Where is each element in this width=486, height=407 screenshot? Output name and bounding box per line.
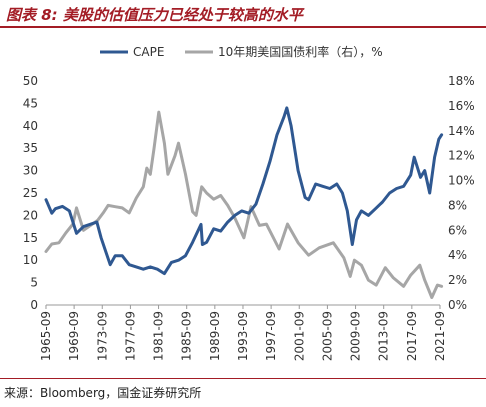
x-tick-label: 2021-09 [433, 311, 447, 361]
source-note: 来源：Bloomberg，国金证券研究所 [4, 384, 201, 401]
x-tick-label: 2013-09 [377, 311, 391, 361]
x-tick-label: 1997-09 [264, 311, 278, 361]
y-right-tick-label: 4% [448, 248, 467, 262]
y-left-tick-label: 50 [23, 74, 38, 88]
y-right-tick-label: 0% [448, 298, 467, 312]
x-tick-label: 2005-09 [320, 311, 334, 361]
y-left-tick-label: 5 [30, 276, 38, 290]
y-left-tick-label: 10 [23, 253, 38, 267]
x-tick-label: 1969-09 [67, 311, 81, 361]
source-divider [0, 378, 486, 379]
y-left-tick-label: 0 [30, 298, 38, 312]
y-right-tick-label: 10% [448, 174, 475, 188]
x-tick-label: 1981-09 [152, 311, 166, 361]
y-right-tick-label: 6% [448, 223, 467, 237]
legend-treasury-yield-label: 10年期美国国债利率（右），% [218, 44, 383, 59]
x-tick-label: 1965-09 [39, 311, 53, 361]
x-tick-label: 1973-09 [95, 311, 109, 361]
y-right-tick-label: 12% [448, 149, 475, 163]
cape-series-line [46, 108, 442, 274]
y-right-tick-label: 18% [448, 74, 475, 88]
y-right-tick-label: 14% [448, 124, 475, 138]
treasury-yield-series-line [46, 112, 442, 297]
y-right-tick-label: 16% [448, 99, 475, 113]
y-left-tick-label: 20 [23, 208, 38, 222]
y-left-tick-label: 40 [23, 119, 38, 133]
x-tick-label: 2017-09 [405, 311, 419, 361]
x-tick-label: 1985-09 [180, 311, 194, 361]
y-left-tick-label: 35 [23, 141, 38, 155]
y-left-tick-label: 30 [23, 164, 38, 178]
y-left-tick-label: 25 [23, 186, 38, 200]
x-tick-label: 1977-09 [123, 311, 137, 361]
x-tick-label: 2001-09 [292, 311, 306, 361]
y-left-tick-label: 45 [23, 96, 38, 110]
y-right-tick-label: 2% [448, 273, 467, 287]
chart-legend: CAPE 10年期美国国债利率（右），% [100, 44, 383, 59]
x-tick-label: 1993-09 [236, 311, 250, 361]
y-left-tick-label: 15 [23, 231, 38, 245]
legend-cape-label: CAPE [133, 45, 164, 59]
x-tick-label: 2009-09 [349, 311, 363, 361]
chart-lines [46, 108, 442, 298]
x-tick-label: 1989-09 [208, 311, 222, 361]
y-right-tick-label: 8% [448, 198, 467, 212]
